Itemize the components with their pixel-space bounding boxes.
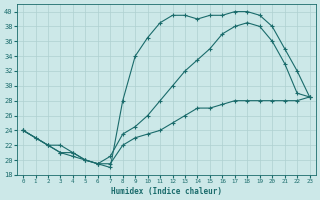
- X-axis label: Humidex (Indice chaleur): Humidex (Indice chaleur): [111, 187, 222, 196]
